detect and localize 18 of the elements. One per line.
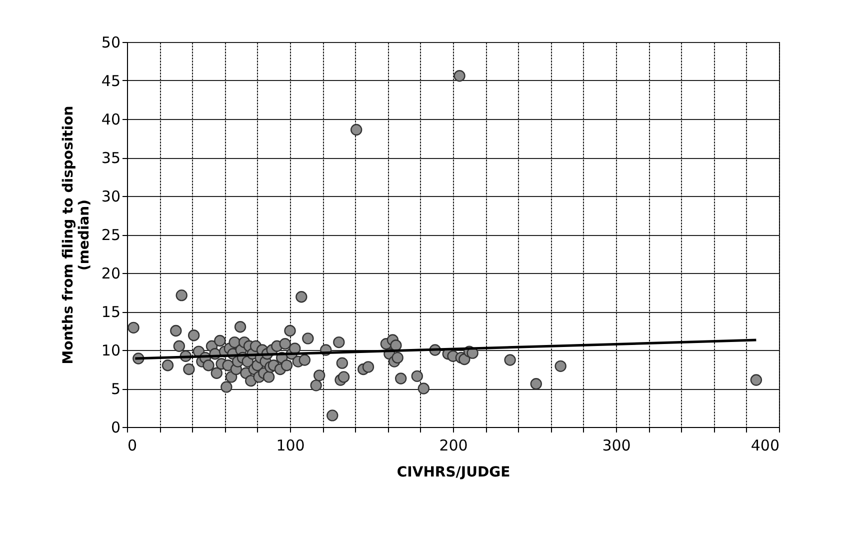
x-axis-title: CIVHRS/JUDGE: [396, 464, 510, 480]
y-tick-label: 5: [110, 380, 120, 398]
x-tick-label: 300: [602, 436, 631, 454]
x-tick-label: 200: [439, 436, 468, 454]
x-tick-label: 0: [128, 436, 138, 454]
y-tick-label: 40: [101, 110, 120, 128]
y-tick-label: 30: [101, 188, 120, 206]
y-axis-title: Months from filing to disposition (median): [60, 106, 92, 364]
x-tick-label: 100: [276, 436, 305, 454]
y-tick-label: 20: [101, 264, 120, 282]
y-tick-label: 0: [110, 418, 120, 436]
y-tick-label: 45: [101, 72, 120, 90]
y-tick-label: 25: [101, 226, 120, 244]
y-tick-label: 10: [101, 342, 120, 360]
y-tick-label: 15: [101, 303, 120, 321]
y-tick-label: 50: [101, 34, 120, 52]
y-tick-label: 35: [101, 149, 120, 167]
x-tick-label: 400: [750, 436, 780, 454]
